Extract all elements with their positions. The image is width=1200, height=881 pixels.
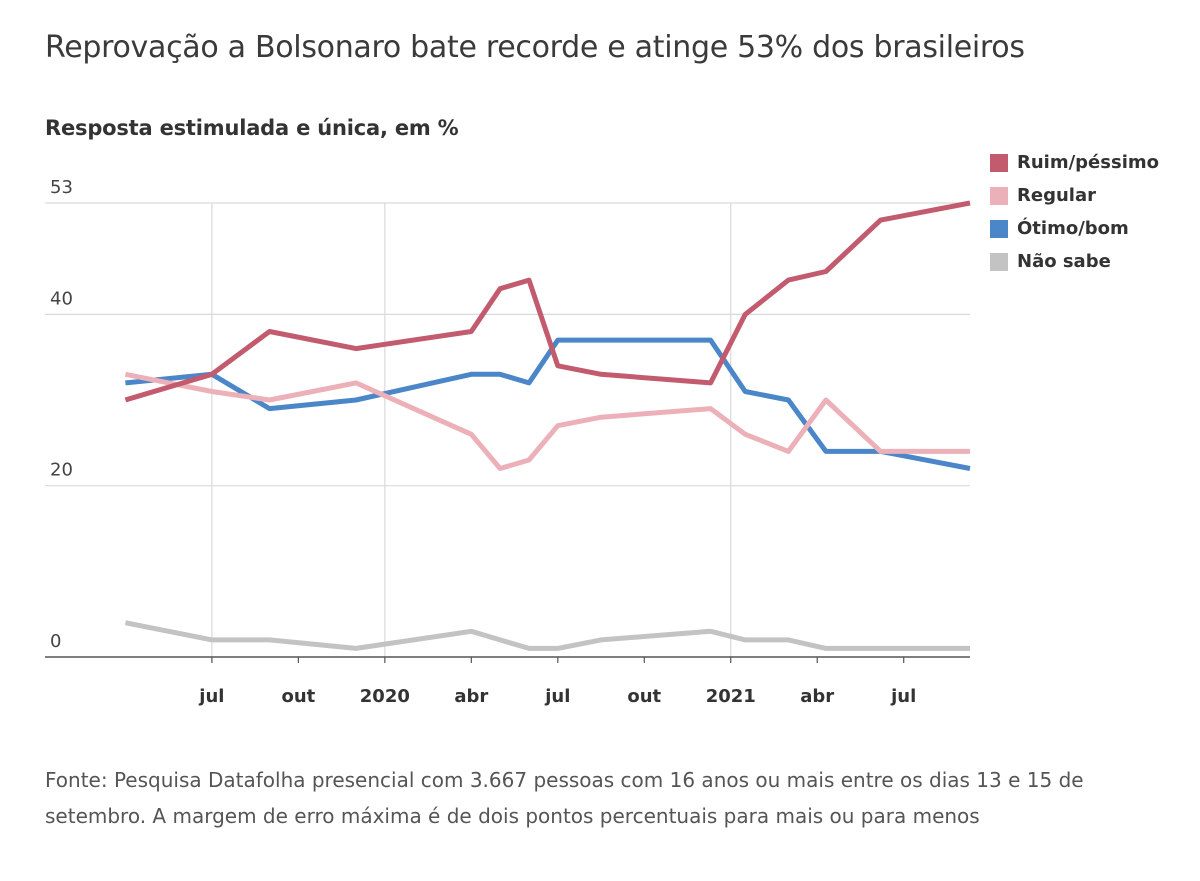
chart-subtitle: Resposta estimulada e única, em % <box>45 116 459 140</box>
legend-item-ruim-pessimo: Ruim/péssimo <box>990 146 1159 179</box>
page-title: Reprovação a Bolsonaro bate recorde e at… <box>45 30 1025 65</box>
series-lines <box>124 200 971 651</box>
series-line-ruim-pessimo <box>124 200 971 403</box>
legend-label: Ótimo/bom <box>1017 218 1129 239</box>
x-tick-label: abr <box>454 686 488 707</box>
y-tick-label: 40 <box>50 288 73 309</box>
x-tick-label: jul <box>890 686 916 707</box>
legend-item-nao-sabe: Não sabe <box>990 245 1159 278</box>
x-tick-label: jul <box>198 686 224 707</box>
legend-swatch-ruim-pessimo <box>990 153 1008 172</box>
legend-swatch-otimo-bom <box>990 219 1008 238</box>
y-tick-label: 53 <box>50 177 73 198</box>
legend-swatch-regular <box>990 186 1008 205</box>
x-tick-label: 2020 <box>360 686 410 707</box>
legend-label: Regular <box>1017 185 1096 206</box>
legend-label: Não sabe <box>1017 251 1111 272</box>
legend: Ruim/péssimo Regular Ótimo/bom Não sabe <box>990 146 1159 278</box>
y-tick-label: 20 <box>50 460 73 481</box>
x-tick-label: jul <box>544 686 570 707</box>
legend-item-otimo-bom: Ótimo/bom <box>990 212 1159 245</box>
x-tick-label: out <box>281 686 315 707</box>
legend-item-regular: Regular <box>990 179 1159 212</box>
axes: 0 20 40 53 jul out 2020 abr jul out 2021 abr jul <box>45 177 970 707</box>
gridlines <box>45 202 970 657</box>
series-line-nao-sabe <box>124 620 970 651</box>
legend-label: Ruim/péssimo <box>1017 152 1159 173</box>
x-tick-label: out <box>627 686 661 707</box>
legend-swatch-nao-sabe <box>990 252 1008 271</box>
x-tick-label: abr <box>800 686 834 707</box>
y-tick-label: 0 <box>50 631 61 652</box>
source-note: Fonte: Pesquisa Datafolha presencial com… <box>45 768 1084 828</box>
series-line-otimo-bom <box>125 337 971 471</box>
series-line-regular <box>124 371 970 471</box>
x-tick-label: 2021 <box>706 686 756 707</box>
